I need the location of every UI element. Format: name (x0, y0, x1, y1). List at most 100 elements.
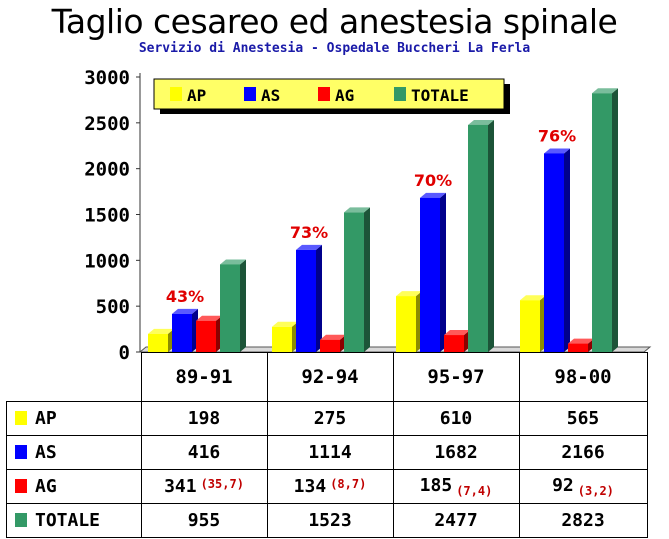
row-header-totale: TOTALE (6, 503, 142, 538)
legend-label: AG (335, 86, 354, 105)
bar-front (196, 320, 216, 352)
y-tick-label: 1000 (84, 250, 130, 272)
bar-front (220, 264, 240, 352)
cell-value: 185 (419, 475, 453, 496)
bar-top (396, 291, 422, 297)
bar-top (444, 330, 470, 336)
chart-title: Taglio cesareo ed anestesia spinale (51, 2, 618, 41)
table-cell: 92 (3,2) (518, 469, 648, 504)
bar-totale (468, 119, 494, 352)
table-cell: 341 (35,7) (140, 469, 268, 504)
column-header: 89-91 (140, 352, 268, 402)
table-cell: 1114 (266, 435, 394, 470)
bar-front (396, 296, 416, 352)
table-cell: 1682 (392, 435, 520, 470)
bar-top (520, 295, 546, 301)
ag-note: (3,2) (577, 484, 614, 498)
bar-ap (272, 321, 298, 352)
bar-as (296, 244, 322, 352)
bar-as (172, 308, 198, 352)
bar-side (564, 148, 570, 352)
bar-top (320, 334, 346, 340)
column-header: 98-00 (518, 352, 648, 402)
bar-front (468, 124, 488, 352)
bar-ap (148, 328, 174, 352)
y-tick-label: 2500 (84, 113, 130, 135)
cell-value: 341 (164, 476, 197, 497)
legend-swatch (244, 87, 256, 101)
column-header: 92-94 (266, 352, 394, 402)
bar-front (592, 93, 612, 352)
bar-side (316, 244, 322, 352)
table-row: TOTALE 955 1523 2477 2823 (6, 503, 648, 538)
bar-top (544, 148, 570, 154)
bar-front (520, 300, 540, 352)
bar-top (344, 207, 370, 213)
table-cell: 275 (266, 401, 394, 436)
percent-label: 43% (166, 287, 204, 306)
ag-note: (8,7) (330, 477, 367, 491)
legend-swatch (170, 87, 182, 101)
percent-label: 70% (414, 171, 452, 190)
bar-as (544, 148, 570, 352)
ap-swatch (15, 411, 27, 425)
row-header-ag: AG (6, 469, 142, 504)
bar-top (172, 308, 198, 314)
bar-ag (320, 334, 346, 352)
legend-swatch (318, 87, 330, 101)
row-label: TOTALE (35, 510, 101, 531)
bar-top (468, 119, 494, 125)
bar-ag (444, 330, 470, 352)
table-cell: 185 (7,4) (392, 469, 520, 504)
bar-side (488, 119, 494, 352)
bar-top (592, 88, 618, 94)
bar-front (272, 326, 292, 352)
bar-front (296, 249, 316, 352)
table-cell: 2477 (392, 503, 520, 538)
bar-ag (196, 315, 222, 352)
bar-top (148, 328, 174, 334)
legend-label: AP (187, 86, 206, 105)
y-tick-label: 1500 (84, 205, 130, 227)
y-tick-label: 500 (96, 296, 130, 318)
table-header-row: 89-91 92-94 95-97 98-00 (6, 352, 648, 402)
bar-front (344, 212, 364, 352)
totale-swatch (15, 513, 27, 527)
ag-note: (35,7) (200, 477, 244, 491)
row-header-ap: AP (6, 401, 142, 436)
legend-label: TOTALE (411, 86, 469, 105)
ag-note: (7,4) (456, 484, 493, 498)
table-row: AG 341 (35,7) 134 (8,7) 185 (7,4) 92 (3,2) (6, 469, 648, 504)
bar-side (364, 207, 370, 352)
table-cell: 2823 (518, 503, 648, 538)
table-cell: 1523 (266, 503, 394, 538)
table-corner-cell (6, 352, 142, 402)
legend-label: AS (261, 86, 280, 105)
column-header: 95-97 (392, 352, 520, 402)
bar-top (420, 192, 446, 198)
chart-bars (148, 88, 618, 352)
ag-swatch (15, 479, 27, 493)
chart-axes (138, 73, 652, 353)
percent-label: 73% (290, 223, 328, 242)
cell-value: 134 (293, 476, 327, 497)
table-row: AP 198 275 610 565 (6, 401, 648, 436)
bar-side (240, 259, 246, 352)
chart-subtitle: Servizio di Anestesia - Ospedale Buccher… (138, 41, 531, 56)
bar-front (172, 313, 192, 352)
table-row: AS 416 1114 1682 2166 (6, 435, 648, 470)
bar-top (568, 338, 594, 344)
cell-value: 92 (552, 475, 574, 496)
bar-totale (592, 88, 618, 352)
table-cell: 610 (392, 401, 520, 436)
y-tick-label: 3000 (84, 67, 130, 89)
row-header-as: AS (6, 435, 142, 470)
y-tick-label: 0 (119, 342, 130, 360)
table-cell: 565 (518, 401, 648, 436)
bar-front (320, 339, 340, 352)
table-cell: 2166 (518, 435, 648, 470)
y-axis-ticks: 0 500 1000 1500 2000 2500 3000 (84, 67, 140, 360)
row-label: AG (35, 476, 57, 497)
bar-front (544, 153, 564, 352)
bar-side (612, 88, 618, 352)
